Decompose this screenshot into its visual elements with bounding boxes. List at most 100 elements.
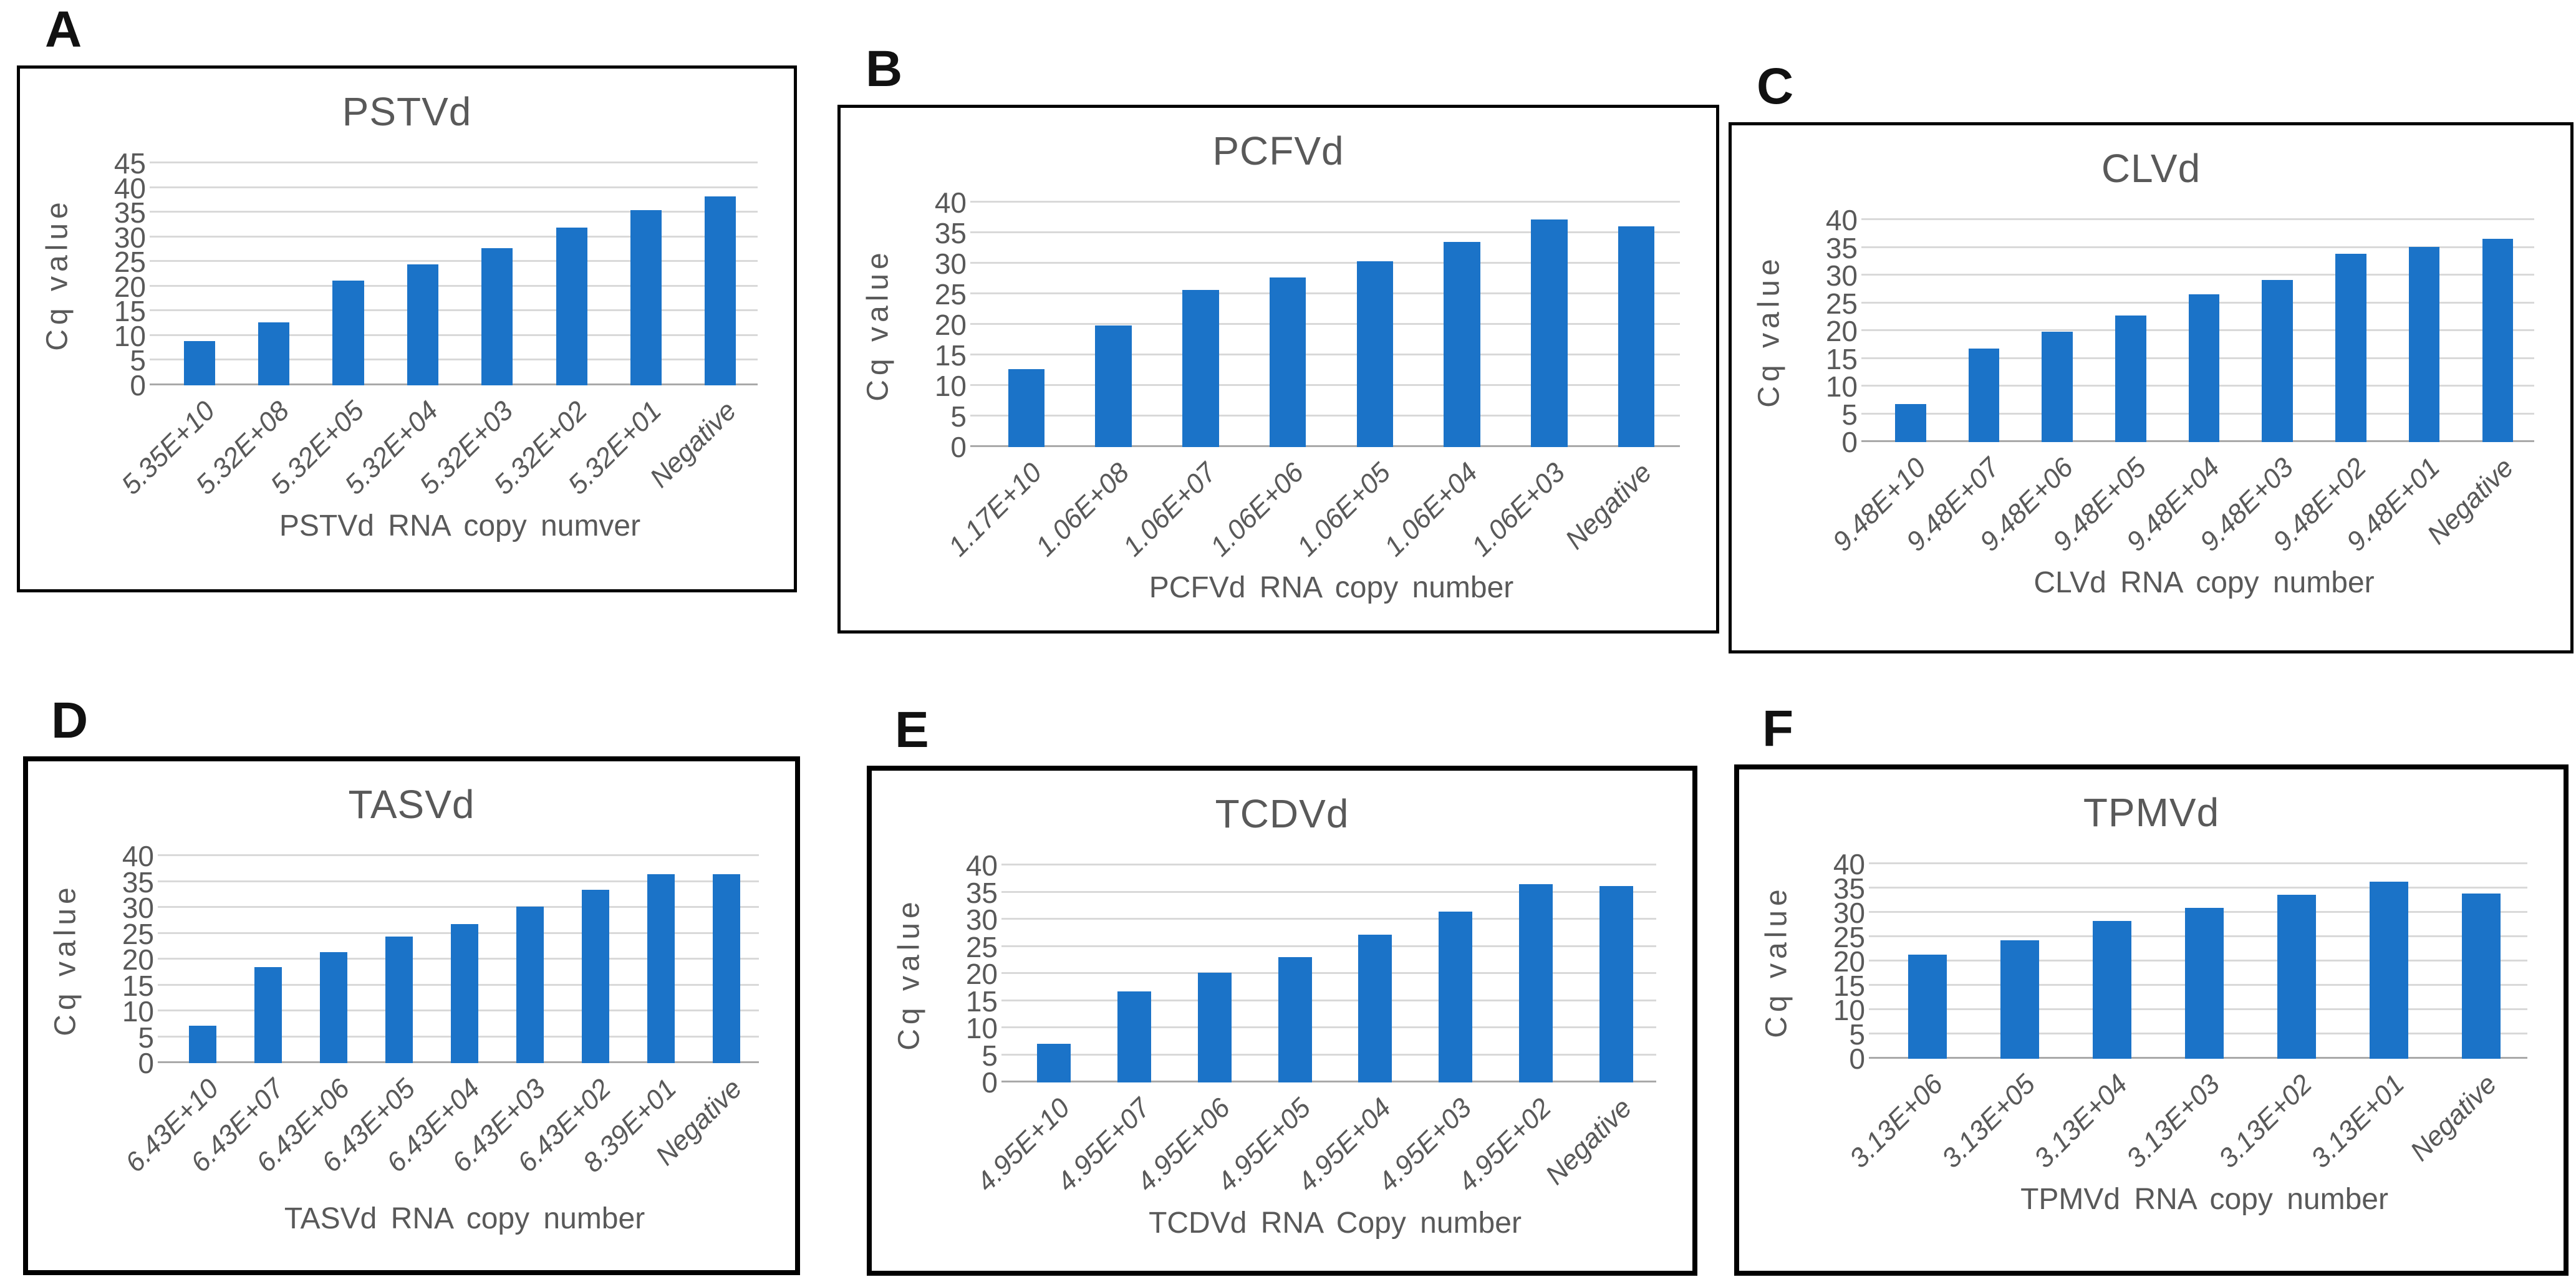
panel-a-box: PSTVd Cq value 0 5 10 15 20 25 30 35 40 45 5.35E+…	[17, 65, 797, 592]
bar	[189, 1026, 217, 1063]
bar	[1095, 325, 1132, 447]
bar-slot	[2314, 220, 2388, 442]
y-tick-label: 20	[965, 958, 998, 990]
y-tick-label: 0	[1849, 1043, 1865, 1075]
bar-slot	[1335, 865, 1416, 1082]
y-tick-label: 25	[1833, 921, 1865, 953]
gridline	[1001, 1026, 1656, 1028]
bar-slot	[170, 856, 236, 1063]
gridline	[150, 284, 758, 287]
panel-e: E TCDVd Cq value 0 5 10 15 20 25 30 35 40 4.95E+…	[867, 705, 1697, 1276]
plot-area: Cq value 0 5 10 15 20 25 30 35 40	[893, 851, 1656, 1097]
x-axis-line	[1001, 1081, 1656, 1082]
bar-slot	[236, 163, 311, 385]
panel-e-box: TCDVd Cq value 0 5 10 15 20 25 30 35 40 4.95E+10…	[867, 766, 1697, 1276]
x-tick-cell: Negative	[1540, 1082, 1656, 1195]
bar-slot	[1255, 865, 1335, 1082]
plot-area: Cq value 0 5 10 15 20 25 30 35 40	[1760, 850, 2527, 1073]
bar-slot	[983, 203, 1070, 447]
gridline	[970, 384, 1680, 386]
bars-group	[162, 163, 758, 385]
x-tick-labels: 3.13E+06 3.13E+05 3.13E+04 3.13E+03 3.13E+02…	[1844, 1059, 2527, 1174]
y-tick-label: 10	[934, 370, 967, 402]
bar-slot	[683, 163, 758, 385]
bar	[1278, 957, 1312, 1082]
bar-slot	[1496, 865, 1576, 1082]
bar	[1269, 277, 1306, 447]
bar-slot	[2435, 864, 2527, 1059]
x-axis-title: TCDVd RNA Copy number	[1149, 1207, 1522, 1240]
bar	[1008, 369, 1045, 447]
bar	[1117, 991, 1152, 1082]
y-tick-label: 20	[113, 270, 146, 303]
bar	[254, 967, 282, 1063]
gridline	[1869, 887, 2527, 889]
gridline	[1001, 1053, 1656, 1056]
bar	[1968, 349, 2000, 442]
panel-a: A PSTVd Cq value 0 5 10 15 20 25 30 35 40 45 5.35…	[17, 4, 797, 592]
gridline	[1001, 864, 1656, 865]
y-tick-label: 15	[965, 985, 998, 1018]
gridline	[1869, 862, 2527, 864]
bar	[516, 907, 544, 1063]
chart-title: TCDVd	[1215, 791, 1349, 836]
y-tick-label: 30	[1825, 259, 1858, 292]
bar-slot	[385, 163, 460, 385]
panel-letter-c: C	[1757, 58, 1794, 115]
bar-slot	[2158, 864, 2250, 1059]
y-tick-label: 15	[122, 969, 154, 1002]
bar-slot	[497, 856, 562, 1063]
gridline	[150, 211, 758, 213]
gridline	[970, 292, 1680, 294]
bar	[1618, 226, 1655, 447]
bar	[183, 340, 215, 385]
y-tick-label: 10	[1833, 994, 1865, 1026]
panel-f: F TPMVd Cq value 0 5 10 15 20 25 30 35 40 3.13E+…	[1734, 703, 2569, 1276]
y-tick-label: 20	[934, 309, 967, 341]
gridline	[150, 235, 758, 238]
panel-d: D TASVd Cq value 0 5 10 15 20 25 30 35 40 6.43E+…	[23, 695, 800, 1275]
y-tick-label: 40	[934, 186, 967, 219]
y-tick-label: 0	[982, 1066, 998, 1099]
bar-slot	[1094, 865, 1175, 1082]
y-axis-title: Cq value	[49, 883, 82, 1036]
bar	[1182, 290, 1219, 447]
plot-area: Cq value 0 5 10 15 20 25 30 35 40	[1753, 206, 2534, 456]
bar	[705, 196, 736, 385]
bar	[2188, 294, 2220, 442]
chart-title: PSTVd	[342, 89, 472, 134]
y-tick-label: 30	[1833, 897, 1865, 929]
plot-area: Cq value 0 5 10 15 20 25 30 35 40 45	[41, 149, 758, 400]
bar-slot	[1576, 865, 1656, 1082]
y-axis-title: Cq value	[861, 248, 895, 402]
bar-slot	[1419, 203, 1506, 447]
bar-slot	[301, 856, 367, 1063]
y-tick-label: 25	[965, 930, 998, 963]
bar-slot	[1331, 203, 1419, 447]
bar	[1895, 404, 1926, 442]
bar	[1908, 955, 1947, 1059]
y-tick-label: 5	[1849, 1018, 1865, 1051]
bar	[450, 923, 479, 1063]
bar	[2369, 882, 2409, 1059]
bar-slot	[2066, 864, 2158, 1059]
bar	[258, 322, 290, 385]
bar	[1197, 973, 1232, 1082]
bar	[2184, 908, 2224, 1059]
y-tick-label: 30	[113, 221, 146, 254]
bar	[2262, 280, 2293, 442]
gridline	[970, 201, 1680, 203]
y-tick-label: 25	[113, 246, 146, 279]
bar-slot	[2250, 864, 2343, 1059]
bar	[556, 227, 587, 385]
bar	[1358, 934, 1392, 1082]
y-tick-label: 25	[122, 917, 154, 950]
y-tick-label: 35	[122, 865, 154, 899]
bar-slot	[1157, 203, 1245, 447]
y-tick-label: 5	[1841, 398, 1858, 431]
y-tick-label: 35	[1833, 872, 1865, 905]
gridline	[970, 231, 1680, 233]
x-tick-labels: 1.17E+10 1.06E+08 1.06E+07 1.06E+06 1.06E+05…	[943, 447, 1680, 562]
bar	[320, 952, 348, 1063]
x-tick-label: 3.13E+06	[1843, 1069, 1949, 1174]
